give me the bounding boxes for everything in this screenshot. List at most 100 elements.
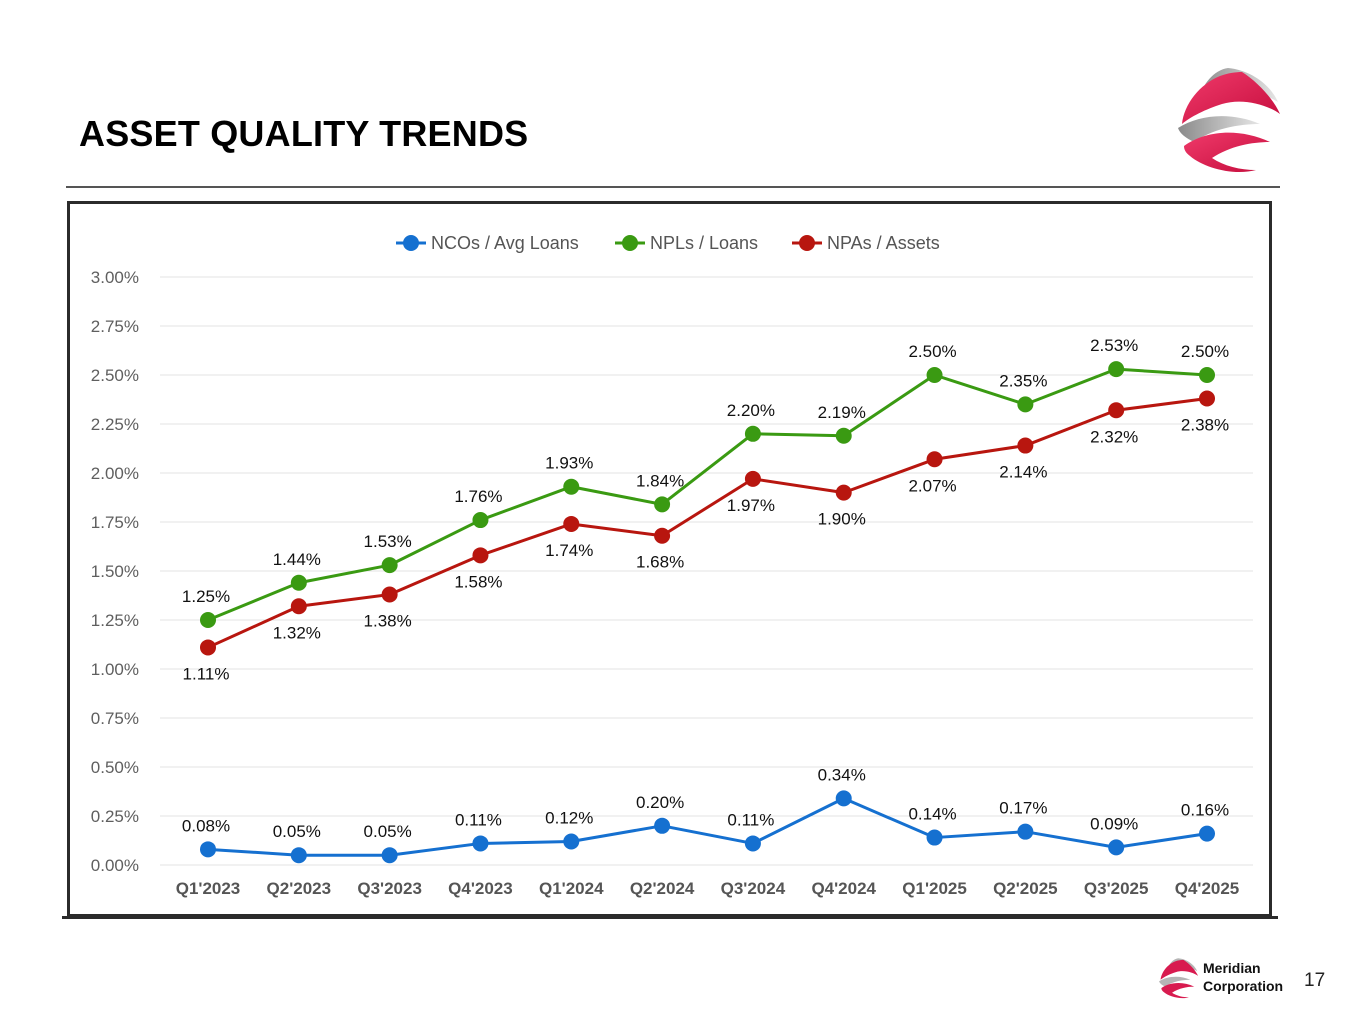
y-tick-label: 1.50% <box>91 562 139 581</box>
data-point <box>200 841 216 858</box>
y-tick-label: 0.75% <box>91 709 139 728</box>
chart-frame-underline <box>62 916 1278 919</box>
x-tick-label: Q3'2023 <box>357 879 422 898</box>
data-label: 2.07% <box>908 476 956 495</box>
data-label: 0.14% <box>908 805 956 824</box>
data-point <box>1017 437 1034 454</box>
data-label: 0.17% <box>999 799 1047 818</box>
legend-swatch-marker <box>403 235 419 251</box>
y-tick-label: 1.25% <box>91 611 139 630</box>
data-point <box>1199 390 1215 407</box>
data-label: 0.34% <box>818 765 866 784</box>
data-label: 0.08% <box>182 816 230 835</box>
legend-label: NCOs / Avg Loans <box>431 233 579 253</box>
data-label: 1.76% <box>454 487 502 506</box>
data-point <box>835 427 852 444</box>
company-name: Meridian Corporation <box>1203 959 1313 995</box>
y-tick-label: 2.75% <box>91 317 139 336</box>
x-tick-label: Q4'2023 <box>448 879 513 898</box>
y-tick-label: 0.00% <box>91 856 139 875</box>
x-tick-label: Q4'2024 <box>811 879 876 898</box>
data-label: 1.97% <box>727 496 775 515</box>
data-label: 1.74% <box>545 541 593 560</box>
data-point <box>290 574 307 591</box>
data-point <box>1108 361 1125 378</box>
data-point <box>744 835 761 852</box>
x-tick-label: Q3'2024 <box>721 879 786 898</box>
y-tick-label: 3.00% <box>91 268 139 287</box>
data-label: 2.53% <box>1090 336 1138 355</box>
data-point <box>563 833 580 850</box>
data-label: 1.32% <box>273 623 321 642</box>
data-point <box>654 527 671 544</box>
series-line <box>207 367 1208 622</box>
data-label: 0.12% <box>545 808 593 827</box>
company-name-line2: Corporation <box>1203 978 1284 994</box>
data-label: 1.53% <box>364 532 412 551</box>
data-point <box>563 478 580 495</box>
data-label: 2.32% <box>1090 427 1138 446</box>
data-label: 1.44% <box>273 550 321 569</box>
data-point <box>472 512 489 529</box>
data-label: 2.50% <box>1181 342 1229 361</box>
legend-label: NPLs / Loans <box>650 233 758 253</box>
y-tick-label: 1.00% <box>91 660 139 679</box>
y-tick-label: 1.75% <box>91 513 139 532</box>
data-label: 0.05% <box>273 822 321 841</box>
x-tick-label: Q1'2024 <box>539 879 604 898</box>
data-point <box>290 598 307 615</box>
data-point <box>200 612 216 628</box>
x-tick-label: Q1'2025 <box>902 879 967 898</box>
series-line <box>207 397 1208 649</box>
data-point <box>1199 825 1215 842</box>
legend-swatch-marker <box>622 235 638 251</box>
data-point <box>835 790 852 807</box>
data-point <box>744 425 761 442</box>
company-logo-icon <box>1178 68 1280 173</box>
x-tick-label: Q4'2025 <box>1175 879 1240 898</box>
company-name-line1: Meridian <box>1203 960 1261 976</box>
data-label: 1.58% <box>454 572 502 591</box>
y-tick-label: 2.50% <box>91 366 139 385</box>
data-point <box>472 835 489 852</box>
data-label: 0.20% <box>636 793 684 812</box>
data-point <box>926 451 943 468</box>
page-number: 17 <box>1304 970 1326 991</box>
chart-frame <box>67 201 1272 917</box>
footer-logo-icon <box>1159 958 1199 999</box>
data-point <box>1017 823 1034 840</box>
x-tick-label: Q2'2023 <box>267 879 332 898</box>
series-line <box>207 796 1208 857</box>
data-point <box>926 367 943 383</box>
data-point <box>654 817 671 834</box>
data-point <box>744 470 761 487</box>
legend-swatch-marker <box>799 235 815 251</box>
x-tick-label: Q3'2025 <box>1084 879 1149 898</box>
page-title: ASSET QUALITY TRENDS <box>79 113 529 154</box>
data-label: 0.05% <box>364 822 412 841</box>
data-point <box>1199 367 1215 383</box>
data-label: 0.11% <box>727 810 774 829</box>
title-divider <box>66 186 1280 188</box>
y-tick-label: 0.25% <box>91 807 139 826</box>
data-label: 2.35% <box>999 371 1047 390</box>
data-label: 1.68% <box>636 553 684 572</box>
data-point <box>563 515 580 532</box>
data-label: 0.16% <box>1181 801 1229 820</box>
legend-label: NPAs / Assets <box>827 233 940 253</box>
data-point <box>1108 839 1125 856</box>
data-label: 1.93% <box>545 454 593 473</box>
data-point <box>926 829 943 846</box>
data-label: 2.50% <box>908 342 956 361</box>
data-point <box>290 847 307 864</box>
data-label: 0.09% <box>1090 814 1138 833</box>
data-label: 2.38% <box>1181 416 1229 435</box>
data-point <box>1108 402 1125 419</box>
data-label: 0.11% <box>455 810 502 829</box>
data-label: 1.38% <box>364 612 412 631</box>
x-tick-label: Q2'2025 <box>993 879 1058 898</box>
data-point <box>472 547 489 564</box>
y-tick-label: 2.00% <box>91 464 139 483</box>
data-label: 1.84% <box>636 471 684 490</box>
